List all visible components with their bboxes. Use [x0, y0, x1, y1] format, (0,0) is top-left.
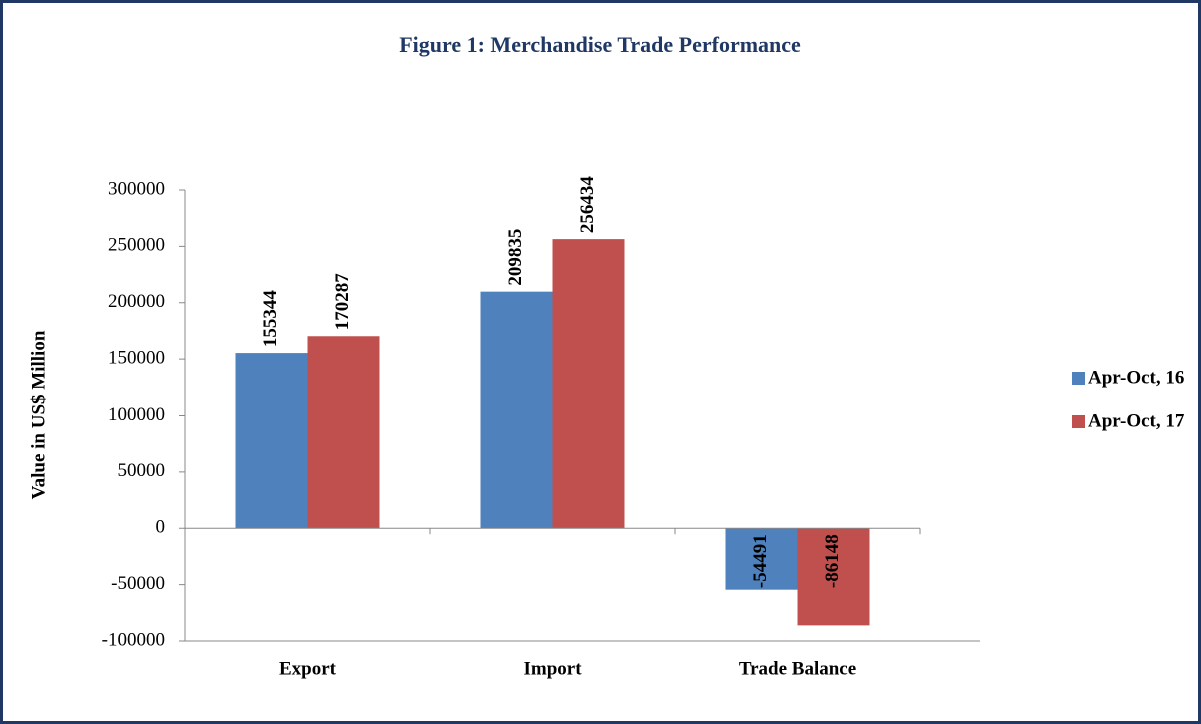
y-tick-label: -100000 — [102, 629, 165, 650]
x-tick-label: Import — [523, 658, 582, 679]
legend-label: Apr-Oct, 16 — [1088, 367, 1184, 388]
bar — [480, 291, 553, 529]
bar — [797, 528, 870, 626]
y-axis-label: Value in US$ Million — [28, 330, 49, 499]
bar — [235, 353, 308, 529]
legend-label: Apr-Oct, 17 — [1088, 410, 1185, 431]
legend-swatch — [1072, 372, 1085, 385]
x-tick-label: Trade Balance — [739, 658, 856, 679]
y-tick-label: 200000 — [108, 291, 165, 312]
data-label: 209835 — [505, 229, 526, 286]
y-tick-label: 0 — [156, 517, 166, 538]
data-label: 256434 — [577, 176, 598, 234]
y-tick-label: 250000 — [108, 235, 165, 256]
data-label: -54491 — [750, 534, 771, 588]
y-tick-label: 100000 — [108, 404, 165, 425]
chart-title: Figure 1: Merchandise Trade Performance — [399, 32, 801, 57]
y-tick-label: 50000 — [118, 460, 166, 481]
y-tick-label: 300000 — [108, 178, 165, 199]
bar — [307, 336, 380, 529]
data-label: 170287 — [332, 273, 353, 331]
bar — [725, 528, 798, 590]
data-label: -86148 — [822, 534, 843, 588]
x-tick-label: Export — [279, 658, 337, 679]
y-tick-label: -50000 — [111, 573, 165, 594]
legend-swatch — [1072, 415, 1085, 428]
data-label: 155344 — [260, 290, 281, 348]
bar — [552, 239, 625, 529]
y-tick-label: 150000 — [108, 347, 165, 368]
